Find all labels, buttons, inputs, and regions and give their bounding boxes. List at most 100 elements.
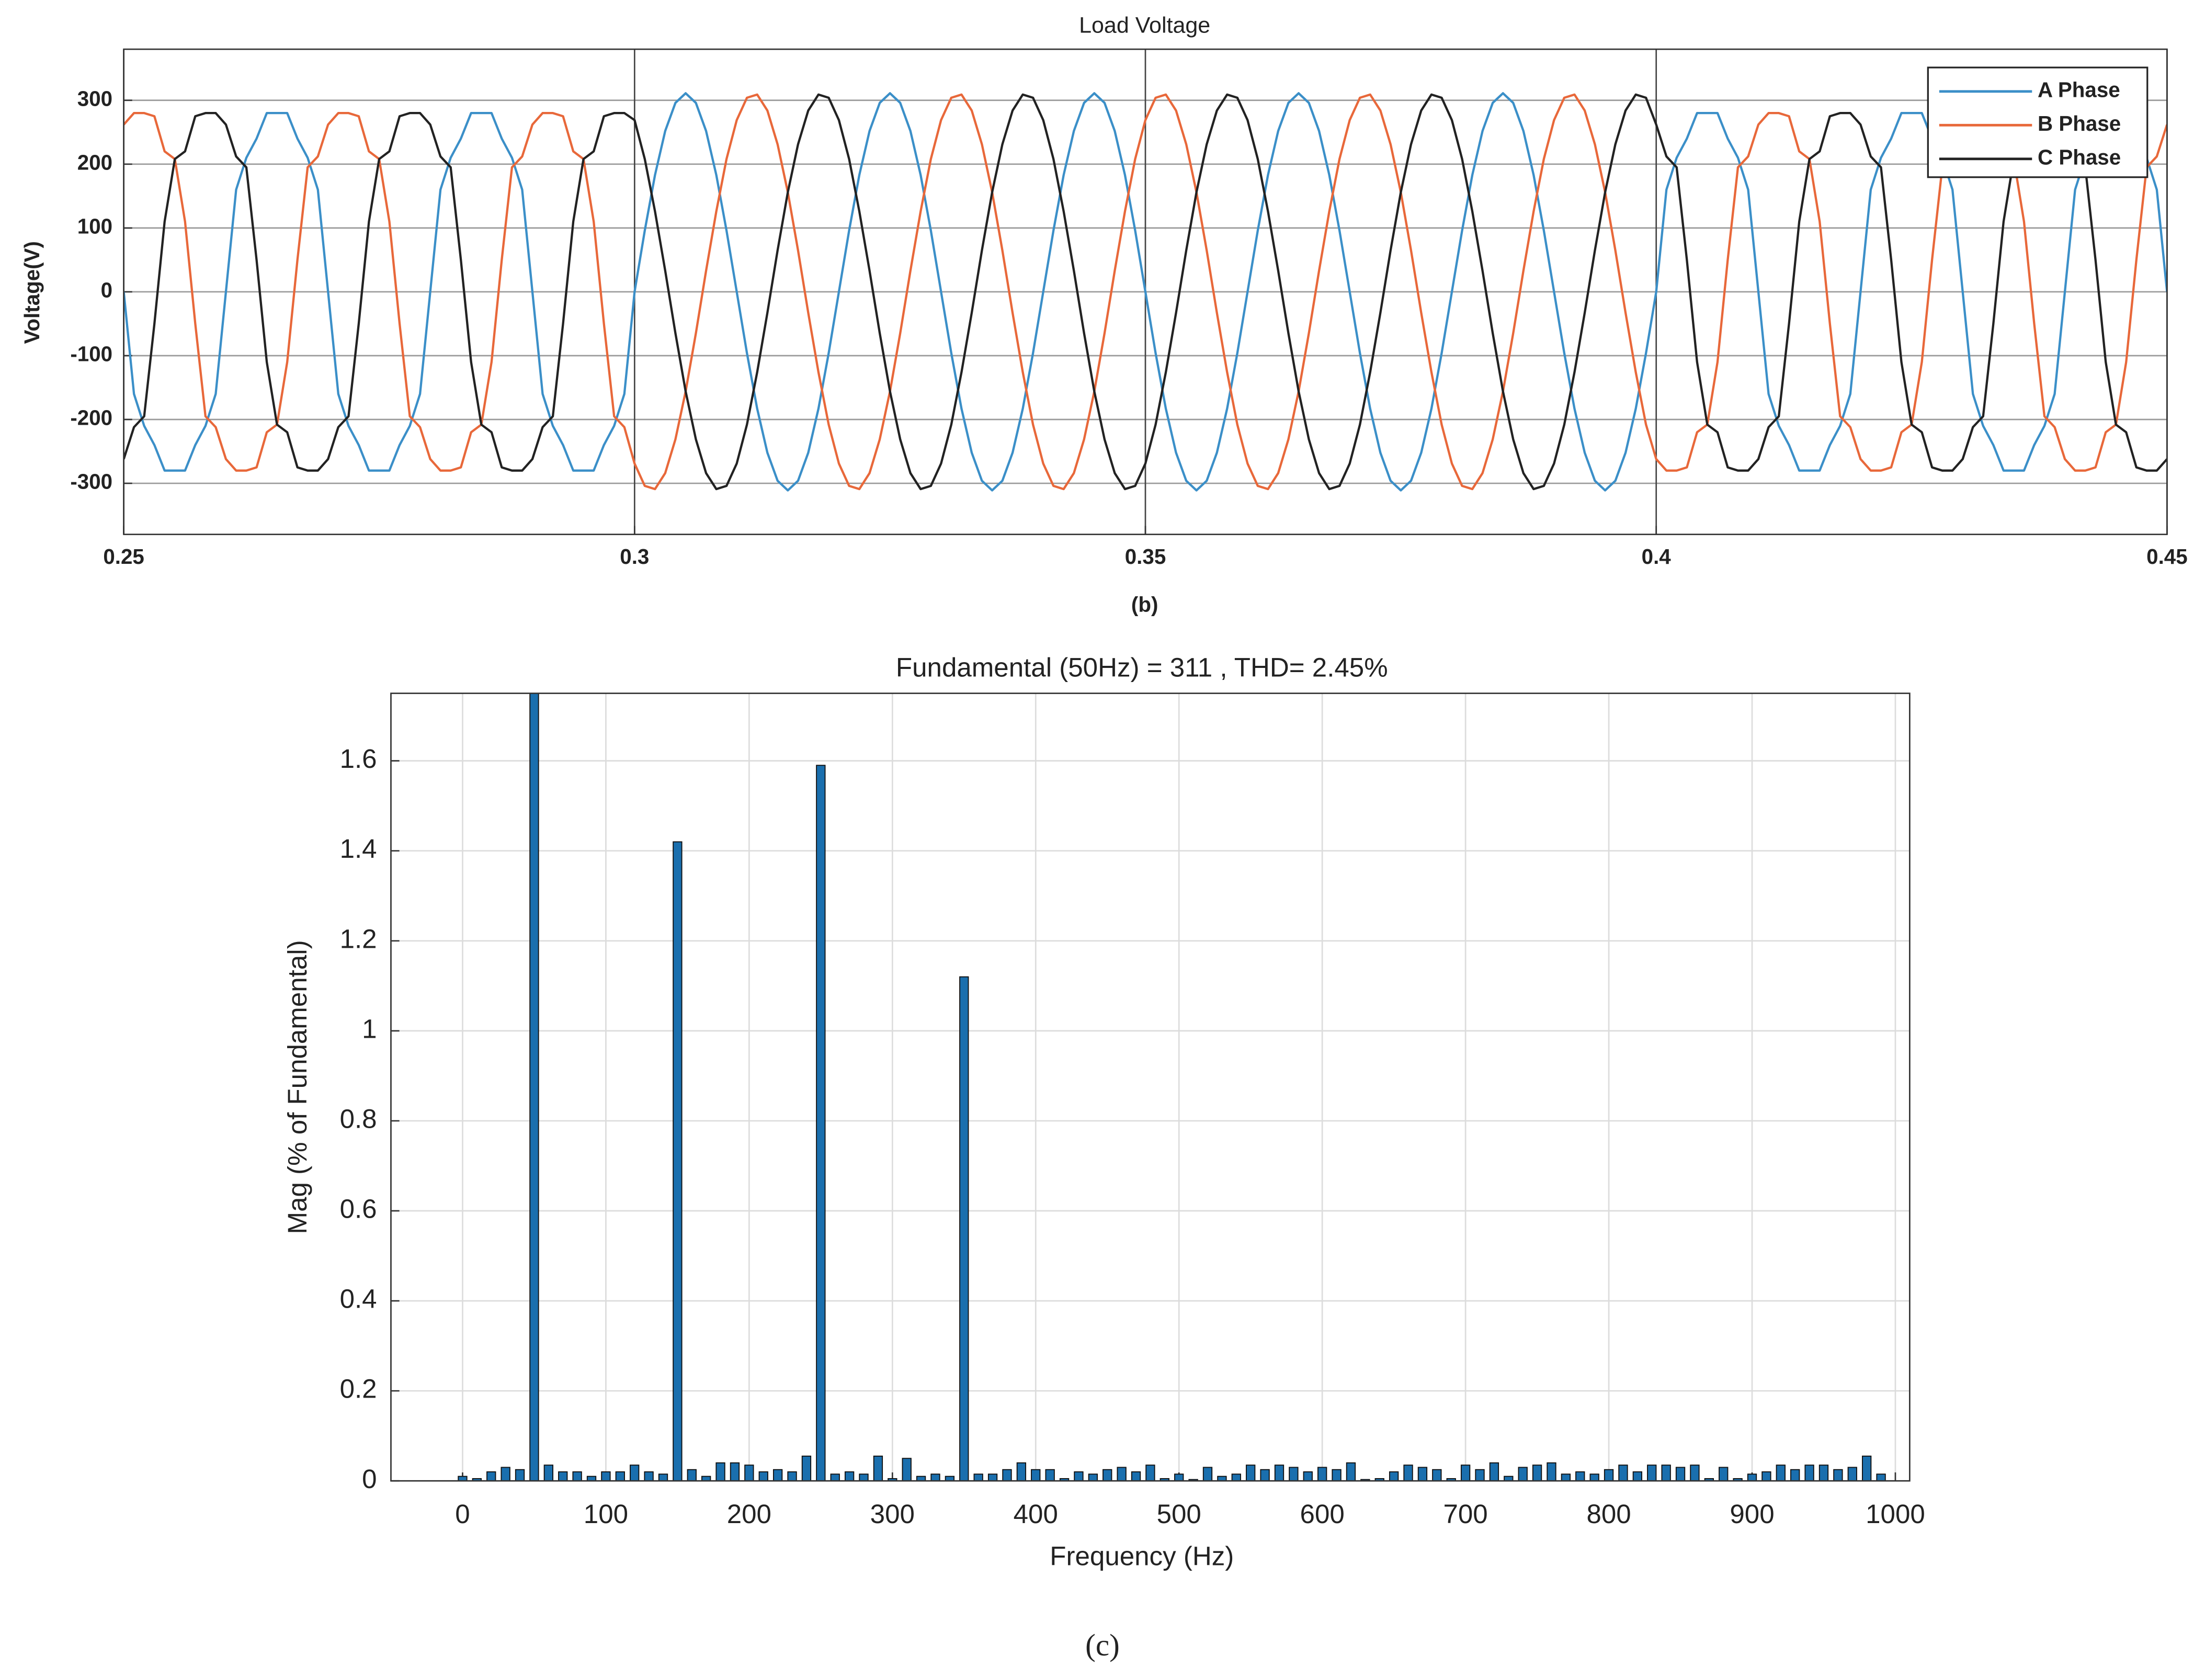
bar <box>1131 1471 1141 1481</box>
bar <box>1031 1469 1041 1481</box>
x-tick-label: 0 <box>455 1499 470 1529</box>
bar <box>1575 1471 1585 1481</box>
bar <box>930 1473 940 1481</box>
bar <box>1661 1465 1671 1481</box>
bar <box>772 1469 783 1481</box>
bar <box>801 1456 812 1481</box>
x-tick-label: 0.35 <box>1125 544 1166 569</box>
bar <box>873 1456 883 1481</box>
bar <box>1289 1467 1299 1481</box>
bar <box>1317 1467 1327 1481</box>
bar <box>1217 1475 1227 1481</box>
y-tick-label: 0.2 <box>340 1374 377 1404</box>
x-tick-label: 300 <box>870 1499 915 1529</box>
bar <box>744 1465 754 1481</box>
x-tick-label: 800 <box>1586 1499 1631 1529</box>
bar <box>515 1469 525 1481</box>
bar <box>1045 1469 1055 1481</box>
bar <box>1160 1478 1169 1481</box>
line-series <box>123 93 2167 491</box>
bar <box>687 1469 697 1481</box>
bar <box>1174 1473 1184 1481</box>
y-tick-label: 100 <box>77 214 112 239</box>
y-tick-label: -300 <box>70 470 112 494</box>
y-tick-label: 300 <box>77 86 112 110</box>
x-axis-label: Frequency (Hz) <box>1050 1541 1234 1571</box>
y-tick-label: 0 <box>101 278 112 302</box>
bar <box>458 1475 468 1481</box>
chart-title: Fundamental (50Hz) = 311 , THD= 2.45% <box>896 652 1388 682</box>
bar <box>945 1475 955 1481</box>
bar <box>816 765 826 1481</box>
bar <box>1002 1469 1012 1481</box>
bar <box>1532 1465 1542 1481</box>
caption: (c) <box>1085 1628 1120 1662</box>
bar <box>902 1458 912 1481</box>
bar <box>1518 1467 1528 1481</box>
bar <box>1747 1473 1757 1481</box>
bar <box>758 1471 768 1481</box>
bar <box>1417 1467 1428 1481</box>
bar <box>1647 1465 1657 1481</box>
bar <box>859 1473 869 1481</box>
bar <box>730 1462 740 1481</box>
plot-frame <box>123 48 2168 536</box>
x-tick-label: 700 <box>1443 1499 1487 1529</box>
x-tick-label: 100 <box>584 1499 628 1529</box>
bar <box>1432 1469 1442 1481</box>
series-group <box>123 92 2167 492</box>
x-tick-label: 0.3 <box>620 544 649 569</box>
bar <box>1818 1465 1829 1481</box>
bar <box>1504 1475 1514 1481</box>
x-tick-label: 500 <box>1157 1499 1201 1529</box>
x-tick-label: 0.45 <box>2146 544 2188 569</box>
bar <box>1145 1465 1155 1481</box>
chart-title: Load Voltage <box>1079 13 1210 38</box>
bar <box>987 1473 998 1481</box>
x-tick-label: 0.4 <box>1642 544 1672 569</box>
y-tick-label: 1.4 <box>340 834 377 864</box>
y-tick-label: 0 <box>362 1464 377 1494</box>
bar <box>630 1465 640 1481</box>
bar <box>1847 1467 1857 1481</box>
y-tick-label: 1.6 <box>340 744 377 774</box>
bar <box>1618 1465 1628 1481</box>
bar <box>1059 1478 1070 1481</box>
bar <box>472 1478 482 1481</box>
legend-label: C Phase <box>2038 145 2121 169</box>
bar <box>1446 1478 1456 1481</box>
bar <box>1547 1462 1556 1481</box>
line-series <box>123 92 2167 492</box>
bar <box>1088 1473 1098 1481</box>
y-tick-label: 0.8 <box>340 1104 377 1133</box>
bar <box>1475 1469 1485 1481</box>
x-tick-label: 200 <box>727 1499 771 1529</box>
bar <box>1804 1465 1814 1481</box>
bar <box>1246 1465 1256 1481</box>
y-tick-label: 0.6 <box>340 1194 377 1224</box>
plot-frame <box>390 693 1911 1482</box>
bar <box>572 1471 582 1481</box>
bar <box>916 1475 926 1481</box>
line-series <box>123 93 2167 491</box>
bar <box>1332 1469 1342 1481</box>
bar <box>701 1475 711 1481</box>
bar <box>1632 1471 1643 1481</box>
bar <box>1833 1469 1843 1481</box>
bar <box>1690 1465 1700 1481</box>
bar <box>1589 1473 1599 1481</box>
bar <box>1761 1471 1771 1481</box>
x-tick-label: 0.25 <box>103 544 144 569</box>
bar <box>1403 1465 1413 1481</box>
bar <box>1704 1478 1714 1481</box>
x-tick-label: 400 <box>1014 1499 1058 1529</box>
bar <box>1604 1469 1614 1481</box>
x-tick-label: 900 <box>1730 1499 1774 1529</box>
bar <box>1260 1469 1270 1481</box>
bar <box>1274 1465 1285 1481</box>
y-tick-label: -200 <box>70 406 112 430</box>
bar <box>1561 1473 1571 1481</box>
bar <box>1117 1467 1127 1481</box>
x-tick-label: 1000 <box>1866 1499 1925 1529</box>
bar <box>673 841 683 1481</box>
